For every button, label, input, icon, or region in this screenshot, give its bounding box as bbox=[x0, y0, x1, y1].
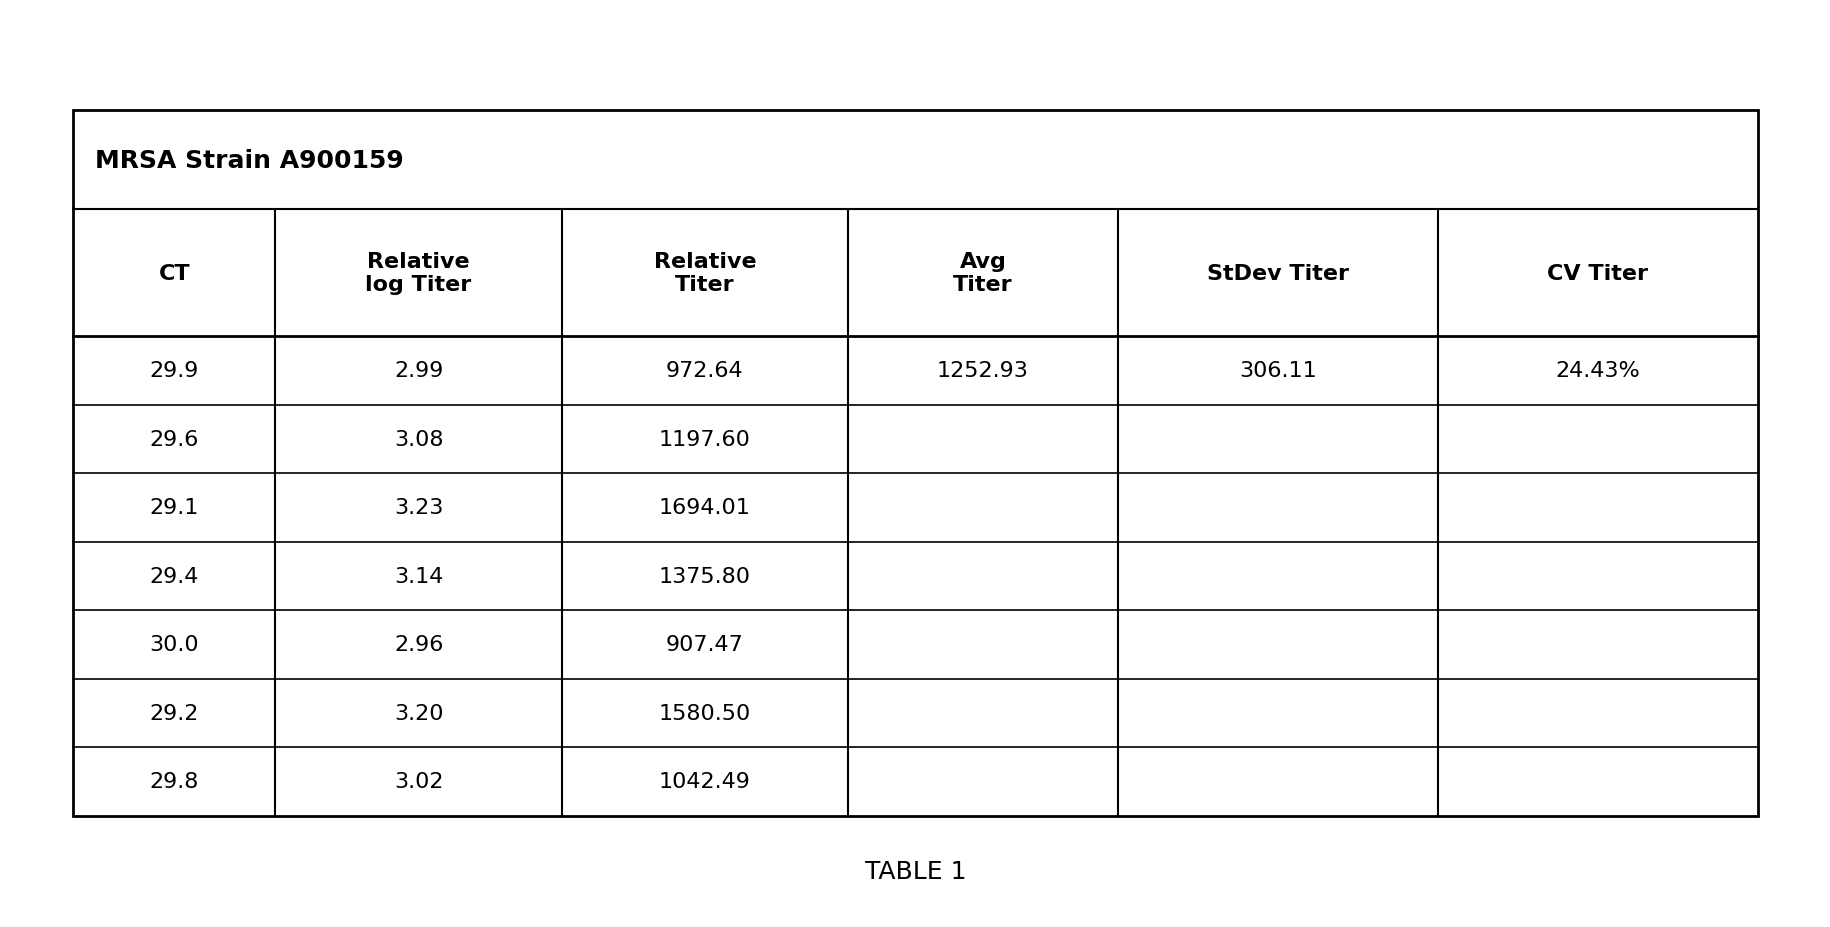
Text: CT: CT bbox=[159, 263, 190, 284]
Text: 1252.93: 1252.93 bbox=[937, 361, 1028, 381]
Text: 1375.80: 1375.80 bbox=[659, 566, 750, 586]
Text: 1197.60: 1197.60 bbox=[659, 429, 750, 450]
Text: 29.6: 29.6 bbox=[150, 429, 199, 450]
Text: 972.64: 972.64 bbox=[666, 361, 743, 381]
Text: 907.47: 907.47 bbox=[666, 635, 743, 654]
Text: Relative
Titer: Relative Titer bbox=[653, 252, 756, 295]
Text: MRSA Strain A900159: MRSA Strain A900159 bbox=[95, 148, 404, 172]
Text: 306.11: 306.11 bbox=[1239, 361, 1316, 381]
Text: 29.1: 29.1 bbox=[150, 498, 199, 518]
Text: 29.9: 29.9 bbox=[150, 361, 199, 381]
Text: 1694.01: 1694.01 bbox=[659, 498, 750, 518]
Text: 1042.49: 1042.49 bbox=[659, 771, 750, 792]
Text: 3.20: 3.20 bbox=[393, 703, 443, 723]
Text: StDev Titer: StDev Titer bbox=[1206, 263, 1349, 284]
Text: TABLE 1: TABLE 1 bbox=[864, 859, 966, 883]
Text: 2.99: 2.99 bbox=[393, 361, 443, 381]
Text: 30.0: 30.0 bbox=[150, 635, 199, 654]
Text: Avg
Titer: Avg Titer bbox=[953, 252, 1012, 295]
Text: 3.02: 3.02 bbox=[393, 771, 443, 792]
Text: 2.96: 2.96 bbox=[393, 635, 443, 654]
Text: 1580.50: 1580.50 bbox=[659, 703, 750, 723]
Text: 3.08: 3.08 bbox=[393, 429, 443, 450]
Text: CV Titer: CV Titer bbox=[1546, 263, 1647, 284]
Text: 24.43%: 24.43% bbox=[1554, 361, 1640, 381]
Text: 29.4: 29.4 bbox=[150, 566, 199, 586]
Text: 29.8: 29.8 bbox=[150, 771, 199, 792]
Bar bbox=[73, 111, 1757, 816]
Text: 3.14: 3.14 bbox=[393, 566, 443, 586]
Text: 29.2: 29.2 bbox=[150, 703, 199, 723]
Text: 3.23: 3.23 bbox=[393, 498, 443, 518]
Text: Relative
log Titer: Relative log Titer bbox=[366, 252, 472, 295]
